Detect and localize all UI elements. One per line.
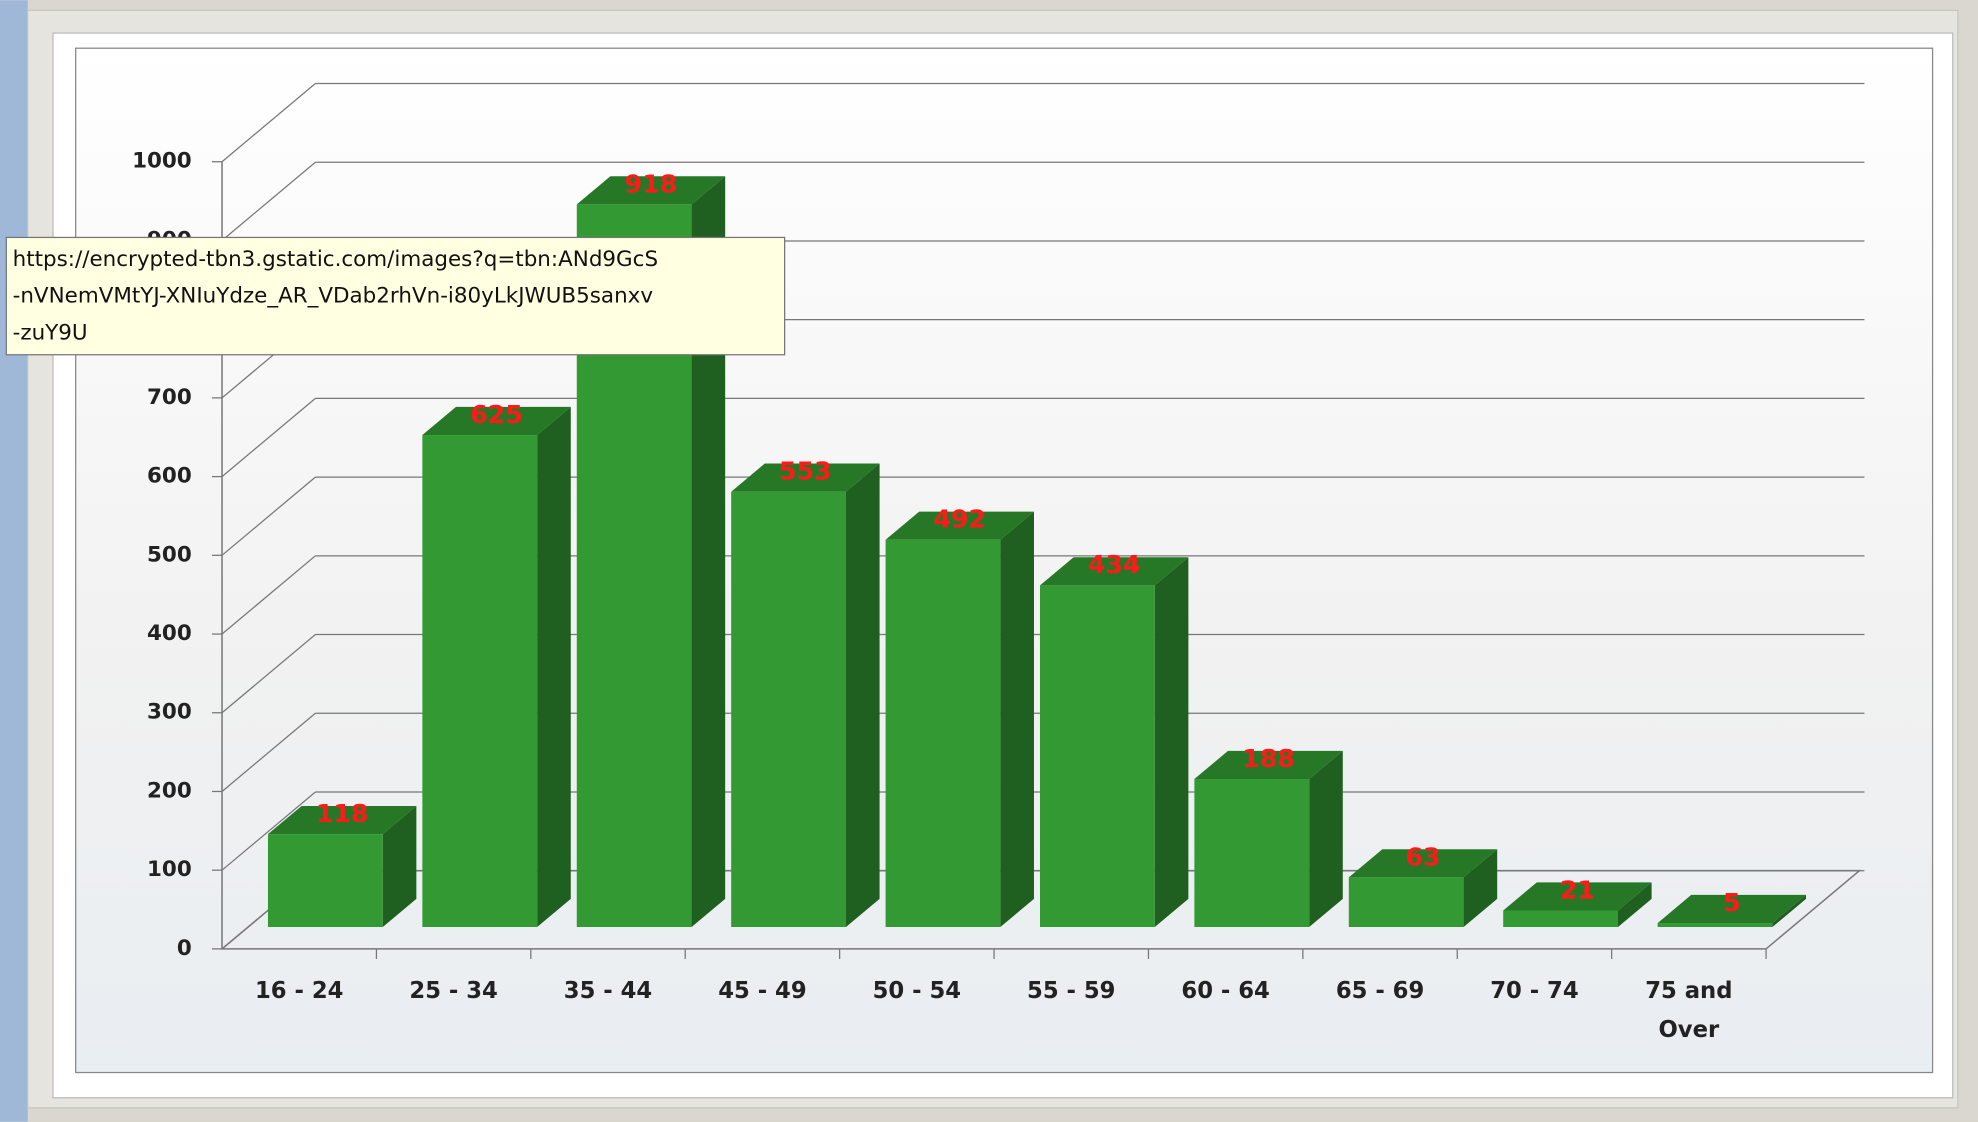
y-tick-label: 200 (147, 778, 192, 803)
grid-line (221, 476, 316, 556)
x-tick-label: 70 - 74 (1490, 977, 1579, 1005)
y-tick-label: 300 (147, 700, 192, 725)
bar-top (1503, 882, 1652, 911)
data-label: 553 (779, 457, 832, 486)
x-tick-label-box: 50 - 54 (872, 977, 962, 1005)
data-label: 118 (316, 799, 369, 828)
bar-top (1039, 557, 1189, 586)
y-tick-label: 0 (177, 936, 192, 961)
grid-line (221, 397, 316, 478)
bar (267, 834, 383, 928)
bar-top (731, 463, 880, 492)
grid-line (221, 791, 316, 871)
bar-side (1309, 750, 1343, 928)
bar-side (537, 406, 571, 928)
x-tick-label-box: 60 - 64 (1181, 977, 1270, 1005)
x-tick-label: 25 - 34 (409, 977, 498, 1005)
x-tick-label-box: 70 - 74 (1490, 977, 1579, 1005)
bar (1657, 923, 1773, 928)
bar-top (576, 176, 726, 205)
y-tick-label: 600 (147, 464, 192, 489)
tooltip-line: https://encrypted-tbn3.gstatic.com/image… (13, 247, 658, 272)
bar-top (1348, 849, 1498, 878)
bar (731, 491, 846, 928)
bar-side (845, 463, 880, 928)
x-tick-label-box: 55 - 59 (1027, 977, 1116, 1005)
x-tick-label: 16 - 24 (254, 977, 344, 1005)
side-strip (0, 0, 28, 1122)
x-tick-label: 65 - 69 (1335, 977, 1425, 1005)
chart: 0100200300400500600700800900100016 - 241… (132, 82, 1865, 1044)
y-tick-label: 1000 (132, 149, 192, 174)
x-tick-label-box: 25 - 34 (409, 977, 498, 1005)
grid-line (221, 161, 316, 241)
data-label: 918 (625, 169, 678, 198)
x-tick-label-box: 16 - 24 (254, 977, 344, 1005)
x-tick-label: 60 - 64 (1181, 977, 1270, 1005)
x-tick-label: 75 and Over (1645, 977, 1733, 1044)
bar-side (382, 805, 417, 928)
bar-side (1154, 557, 1189, 928)
data-label: 188 (1242, 744, 1295, 773)
bar-top (885, 511, 1034, 540)
bar (1503, 910, 1618, 928)
grid-line (221, 712, 316, 792)
bar-side (1000, 511, 1034, 928)
data-label: 434 (1088, 550, 1141, 579)
bar-top (267, 805, 417, 835)
bar (1194, 779, 1310, 928)
bar-side (691, 176, 726, 928)
x-tick-label: 45 - 49 (718, 977, 807, 1005)
grid-line (221, 83, 316, 163)
data-label: 21 (1560, 875, 1595, 904)
bar (1348, 877, 1464, 928)
grid-line (221, 555, 316, 635)
data-label: 63 (1405, 842, 1440, 871)
bar-top (422, 406, 571, 436)
data-label: 5 (1723, 888, 1741, 917)
x-tick-label-box: 75 and Over (1645, 977, 1733, 1044)
x-tick-label: 35 - 44 (563, 977, 653, 1005)
tooltip-line: -zuY9U (13, 320, 88, 345)
grid-line (221, 634, 316, 714)
tooltip-box (5, 236, 786, 356)
tooltip-line: -nVNemVMtYJ-XNIuYdze_AR_VDab2rhVn-i80yLk… (13, 284, 654, 309)
data-label: 492 (933, 505, 986, 534)
bar (885, 539, 1001, 928)
y-tick-label: 700 (147, 385, 192, 410)
bar (1039, 585, 1155, 928)
x-tick-label-box: 65 - 69 (1335, 977, 1425, 1005)
x-tick-label: 55 - 59 (1027, 977, 1116, 1005)
bar-top (1194, 750, 1343, 780)
bar (422, 435, 538, 928)
bar-side (1772, 894, 1807, 928)
bar-side (1463, 849, 1498, 928)
tooltip: https://encrypted-tbn3.gstatic.com/image… (5, 236, 786, 356)
y-tick-label: 400 (147, 621, 192, 646)
y-tick-label: 100 (147, 857, 192, 882)
x-tick-label-box: 35 - 44 (563, 977, 653, 1005)
data-label: 625 (470, 400, 523, 429)
bar-top (1657, 894, 1807, 924)
bar-side (1617, 882, 1652, 928)
y-tick-label: 500 (147, 542, 192, 567)
x-tick-label-box: 45 - 49 (718, 977, 807, 1005)
x-tick-label: 50 - 54 (872, 977, 962, 1005)
